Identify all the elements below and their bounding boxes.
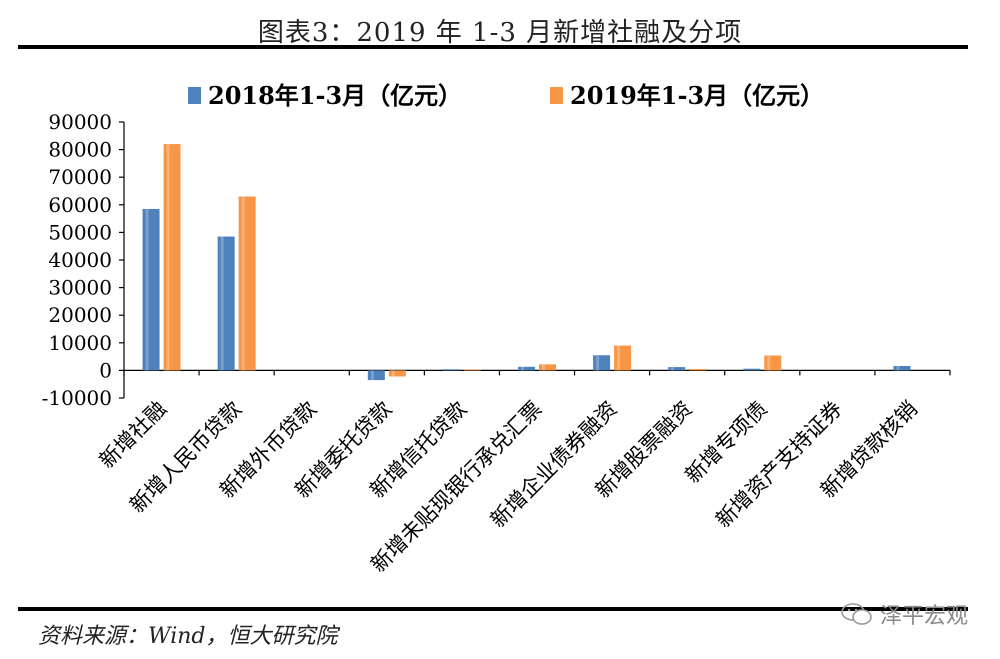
x-axis: 新增社融新增人民币贷款新增外币贷款新增委托贷款新增信托贷款新增未贴现银行承兑汇票… [95, 369, 951, 577]
bar [442, 369, 460, 371]
y-tick-label: 30000 [48, 276, 112, 300]
legend-swatch [188, 87, 201, 104]
y-tick-label: 90000 [48, 110, 112, 134]
bar [518, 366, 535, 371]
y-tick-label: 10000 [48, 331, 112, 355]
legend-label: 2019年1-3月（亿元） [570, 81, 824, 110]
bottom-rule [18, 607, 968, 611]
bar-highlight [596, 355, 600, 371]
bar [388, 370, 406, 377]
bar-highlight [617, 345, 621, 371]
bar-highlight [145, 208, 149, 371]
bar [893, 365, 911, 371]
bar [539, 364, 556, 371]
bar [463, 369, 481, 371]
bar [764, 355, 782, 371]
top-rule [18, 45, 968, 49]
bar-highlight [671, 367, 675, 371]
legend-label: 2018年1-3月（亿元） [208, 81, 462, 110]
legend-swatch [550, 87, 563, 104]
bar-chart: 2018年1-3月（亿元） 2019年1-3月（亿元） 90000 80000 700… [42, 81, 951, 577]
bar [689, 369, 707, 371]
watermark-text: 泽平宏观 [879, 604, 968, 629]
y-tick-label: 20000 [48, 303, 112, 327]
y-tick-label: 60000 [48, 193, 112, 217]
bar-highlight [542, 364, 545, 371]
y-tick-label: 50000 [48, 220, 112, 244]
y-tick-label: -10000 [42, 386, 112, 410]
bar [593, 355, 611, 371]
y-tick-label: 40000 [48, 248, 112, 272]
watermark: 泽平宏观 [840, 598, 968, 630]
bar-highlight [220, 236, 224, 371]
bar [217, 236, 235, 371]
bar [668, 367, 686, 371]
bar-highlight [166, 144, 170, 371]
source-note: 资料来源：Wind，恒大研究院 [38, 624, 338, 649]
bars [142, 144, 911, 381]
y-tick-label: 70000 [48, 165, 112, 189]
bar [367, 370, 385, 381]
bar-highlight [896, 365, 900, 371]
y-tick-label: 0 [99, 358, 112, 382]
legend: 2018年1-3月（亿元） 2019年1-3月（亿元） [188, 81, 824, 110]
bar [614, 345, 632, 371]
bar-highlight [521, 366, 524, 371]
bar [163, 144, 181, 371]
bar-highlight [370, 370, 374, 381]
bar [238, 196, 256, 371]
bar-highlight [767, 355, 771, 371]
bar [743, 368, 761, 371]
x-tick-label: 新增企业债券融资 [486, 397, 622, 533]
bar [142, 208, 160, 371]
chart-title: 图表3：2019 年 1-3 月新增社融及分项 [257, 18, 743, 48]
bar-highlight [391, 370, 395, 377]
y-axis: 90000 80000 70000 60000 50000 40000 30000 20000… [42, 110, 125, 410]
x-tick-label: 新增资产支持证券 [711, 397, 847, 533]
wechat-icon [841, 603, 872, 625]
y-tick-label: 80000 [48, 138, 112, 162]
bar-highlight [241, 196, 245, 371]
